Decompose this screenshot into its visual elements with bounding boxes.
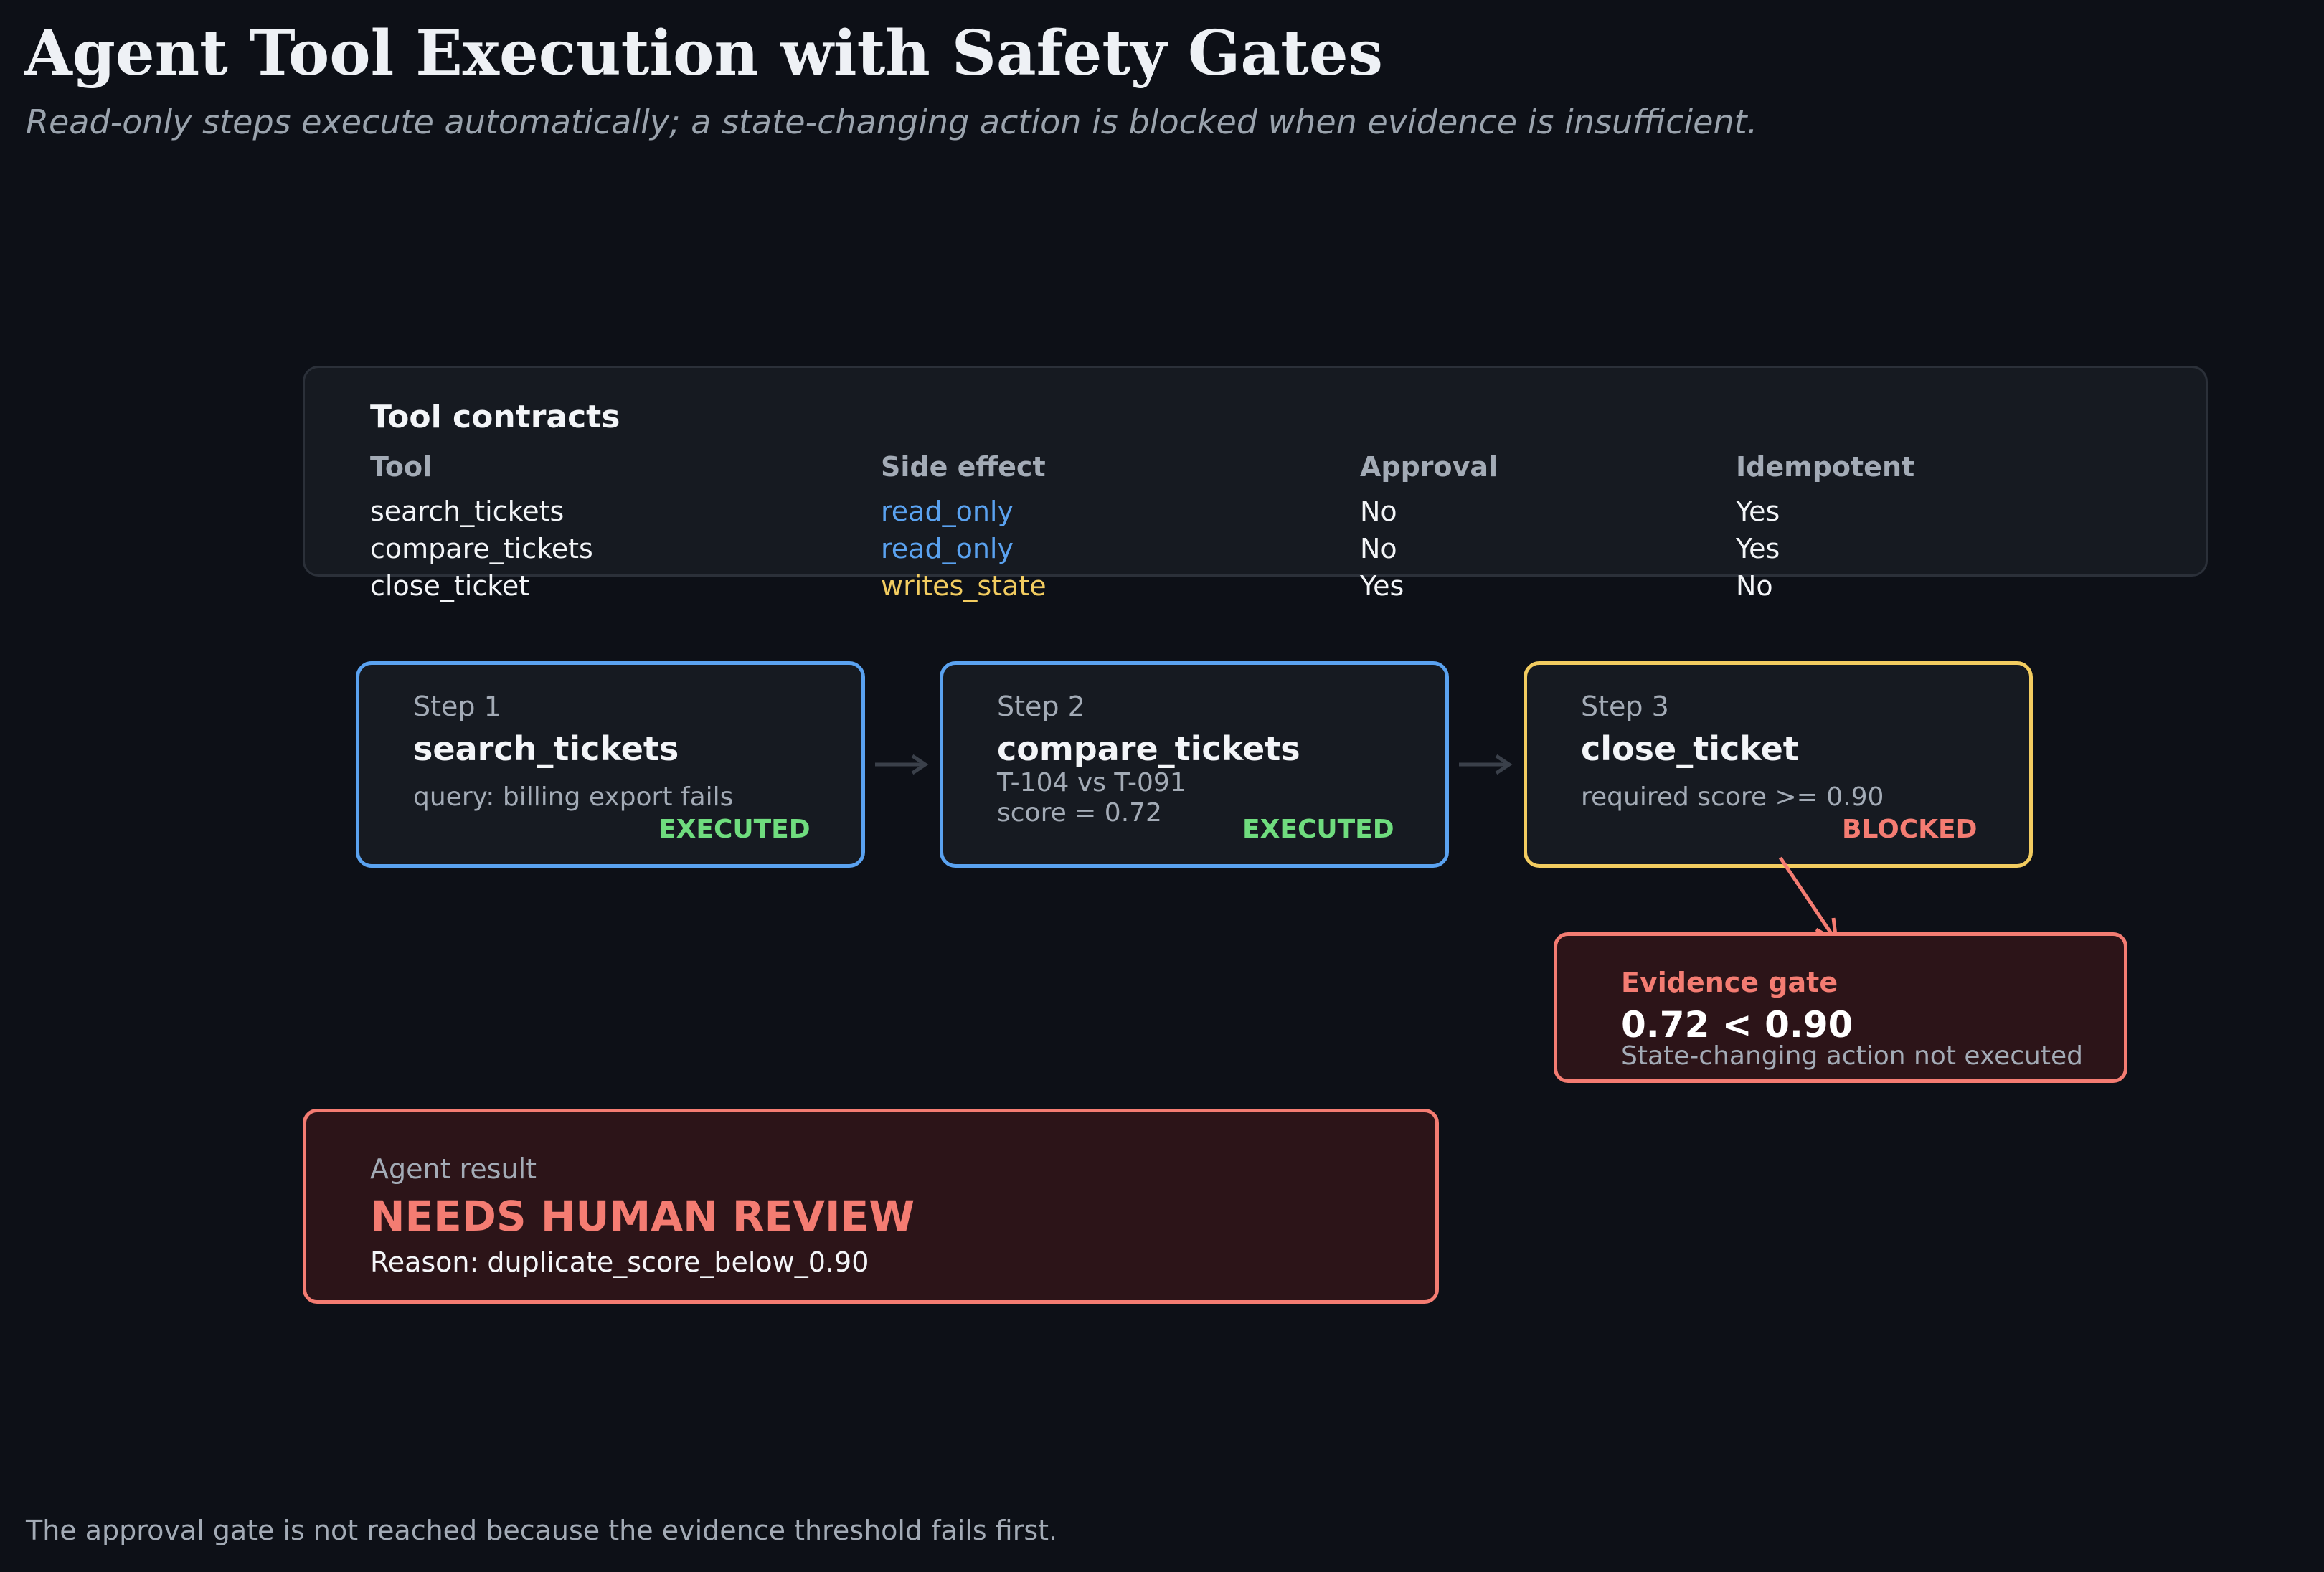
step-3-box xyxy=(1524,661,2033,868)
contract-row-tool: compare_tickets xyxy=(370,533,593,564)
step-3-status: BLOCKED xyxy=(1842,815,1978,844)
evidence-gate-note: State-changing action not executed xyxy=(1621,1041,2083,1071)
tool-contracts-title: Tool contracts xyxy=(370,399,620,435)
step-1-box xyxy=(356,661,865,868)
step-2-box xyxy=(940,661,1449,868)
step-1-status: EXECUTED xyxy=(658,815,811,844)
contract-row-approval: No xyxy=(1360,533,1397,564)
arrow-step1-to-step2 xyxy=(875,754,929,775)
contract-row-approval: Yes xyxy=(1360,570,1404,602)
step-3-detail: required score >= 0.90 xyxy=(1581,782,1884,812)
arrow-step3-to-gate xyxy=(1778,856,1839,944)
page-subtitle: Read-only steps execute automatically; a… xyxy=(26,103,1758,141)
agent-result-label: Agent result xyxy=(370,1153,537,1185)
contract-row-side-effect: writes_state xyxy=(881,570,1047,602)
agent-result-verdict: NEEDS HUMAN REVIEW xyxy=(370,1192,915,1241)
step-2-name: compare_tickets xyxy=(997,729,1300,768)
contract-row-idempotent: Yes xyxy=(1736,496,1780,527)
step-1-name: search_tickets xyxy=(413,729,679,768)
column-header-approval: Approval xyxy=(1360,451,1498,483)
step-2-label: Step 2 xyxy=(997,691,1085,722)
step-2-status: EXECUTED xyxy=(1242,815,1394,844)
evidence-gate-value: 0.72 < 0.90 xyxy=(1621,1004,1853,1046)
arrow-step2-to-step3 xyxy=(1459,754,1513,775)
column-header-tool: Tool xyxy=(370,451,433,483)
step-2-detail: score = 0.72 xyxy=(997,798,1162,828)
step-3-name: close_ticket xyxy=(1581,729,1799,768)
step-3-label: Step 3 xyxy=(1581,691,1669,722)
tool-contracts-panel xyxy=(303,366,2208,577)
contract-row-side-effect: read_only xyxy=(881,533,1014,564)
contract-row-idempotent: No xyxy=(1736,570,1773,602)
agent-result-reason: Reason: duplicate_score_below_0.90 xyxy=(370,1246,869,1278)
evidence-gate-box xyxy=(1554,932,2127,1083)
evidence-gate-title: Evidence gate xyxy=(1621,967,1838,998)
contract-row-tool: search_tickets xyxy=(370,496,565,527)
contract-row-idempotent: Yes xyxy=(1736,533,1780,564)
step-1-label: Step 1 xyxy=(413,691,501,722)
step-2-detail: T-104 vs T-091 xyxy=(997,768,1186,797)
agent-result-box xyxy=(303,1109,1439,1304)
step-1-detail: query: billing export fails xyxy=(413,782,734,812)
footer-note: The approval gate is not reached because… xyxy=(26,1515,1058,1546)
contract-row-side-effect: read_only xyxy=(881,496,1014,527)
column-header-side-effect: Side effect xyxy=(881,451,1046,483)
column-header-idempotent: Idempotent xyxy=(1736,451,1915,483)
contract-row-approval: No xyxy=(1360,496,1397,527)
contract-row-tool: close_ticket xyxy=(370,570,530,602)
page-title: Agent Tool Execution with Safety Gates xyxy=(24,17,1383,90)
